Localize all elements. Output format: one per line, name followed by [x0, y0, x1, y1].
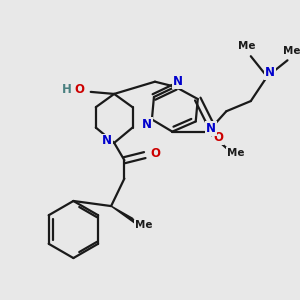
- Text: Me: Me: [238, 41, 256, 51]
- Text: O: O: [74, 83, 85, 96]
- Text: N: N: [142, 118, 152, 131]
- Text: N: N: [172, 75, 182, 88]
- Text: O: O: [213, 131, 223, 144]
- Text: Me: Me: [283, 46, 300, 56]
- Text: N: N: [206, 122, 216, 135]
- Text: Me: Me: [135, 220, 152, 230]
- Text: O: O: [150, 147, 160, 160]
- Text: N: N: [102, 134, 112, 147]
- Text: Me: Me: [227, 148, 244, 158]
- Polygon shape: [111, 206, 136, 224]
- Text: N: N: [265, 66, 275, 79]
- Text: H: H: [62, 83, 72, 96]
